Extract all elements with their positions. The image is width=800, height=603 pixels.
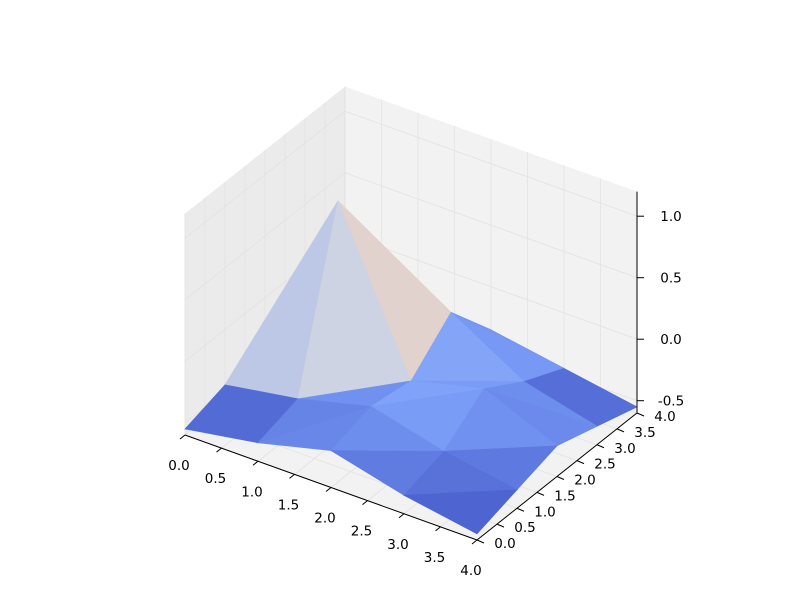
z-tick-label: 1.0 (660, 209, 681, 225)
y-tick-mark (556, 476, 565, 480)
x-tick-mark (216, 447, 222, 453)
y-tick-mark (636, 412, 645, 417)
x-tick-label: 4.0 (460, 563, 481, 579)
y-tick-label: 3.5 (634, 425, 655, 441)
grid-line-left-z (184, 172, 346, 301)
y-tick-mark (576, 460, 585, 465)
surface-face (402, 489, 518, 535)
x-tick-label: 0.5 (205, 471, 226, 487)
x-tick-label: 3.5 (424, 550, 445, 566)
surface-mesh (184, 199, 638, 535)
y-tick-mark (616, 428, 625, 433)
y-tick-mark (536, 491, 545, 496)
y-tick-mark (596, 444, 605, 449)
x-tick-mark (179, 434, 186, 440)
grid-line-back-z (344, 110, 638, 217)
y-tick-mark (516, 507, 525, 512)
x-tick-label: 0.0 (168, 458, 189, 474)
y-tick-label: 1.0 (534, 504, 555, 520)
grid-line-left-z (184, 110, 346, 239)
x-tick-mark (362, 500, 368, 506)
x-tick-mark (252, 460, 259, 466)
y-tick-mark (496, 523, 505, 528)
z-tick-label: 0.0 (660, 332, 681, 348)
x-tick-mark (398, 513, 405, 519)
z-tick-label: -0.5 (658, 394, 684, 410)
y-tick-label: 4.0 (654, 409, 675, 425)
x-tick-label: 2.5 (351, 524, 372, 540)
y-tick-label: 0.0 (494, 536, 515, 552)
x-tick-mark (289, 473, 295, 479)
y-tick-label: 1.5 (554, 488, 575, 504)
y-tick-label: 3.0 (614, 441, 635, 457)
x-tick-label: 3.0 (387, 537, 408, 553)
grid-line-back-z (344, 233, 638, 340)
z-tick-label: 0.5 (660, 271, 681, 287)
x-tick-mark (471, 539, 478, 545)
x-tick-label: 2.0 (314, 511, 335, 527)
tick-labels: 0.00.51.01.52.02.53.03.54.00.00.51.01.52… (168, 209, 684, 579)
y-tick-label: 0.5 (514, 520, 535, 536)
axis-lines (179, 191, 645, 545)
y-tick-label: 2.5 (594, 457, 615, 473)
grid-line-back-z (344, 172, 638, 279)
x-tick-label: 1.0 (241, 484, 262, 500)
x-tick-label: 1.5 (278, 497, 299, 513)
x-tick-mark (435, 526, 441, 532)
y-tick-label: 2.0 (574, 473, 595, 489)
x-tick-mark (325, 487, 332, 492)
y-tick-mark (476, 539, 485, 544)
